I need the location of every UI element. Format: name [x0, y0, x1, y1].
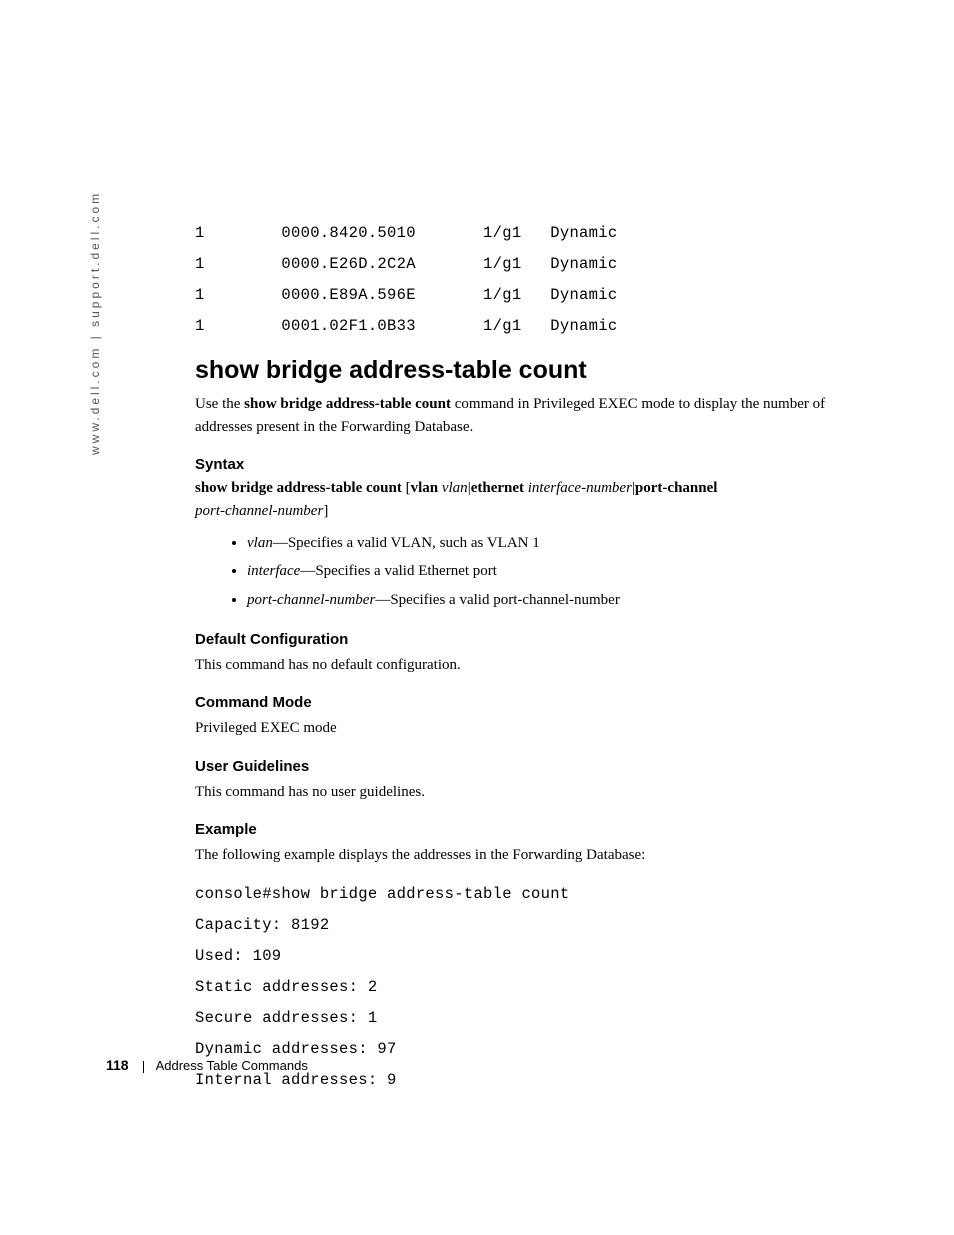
syntax-arg-pc: port-channel-number — [195, 503, 323, 519]
param-name: interface — [247, 563, 300, 579]
page-footer: 118 Address Table Commands — [106, 1057, 308, 1073]
command-mode-text: Privileged EXEC mode — [195, 717, 875, 740]
example-heading: Example — [195, 821, 875, 838]
param-desc: —Specifies a valid VLAN, such as VLAN 1 — [273, 535, 540, 551]
default-config-text: This command has no default configuratio… — [195, 654, 875, 677]
syntax-arg-iface: interface-number — [528, 480, 632, 496]
syntax-arg-vlan: vlan — [442, 480, 468, 496]
intro-bold: show bridge address-table count — [244, 396, 451, 412]
command-mode-heading: Command Mode — [195, 694, 875, 711]
user-guidelines-text: This command has no user guidelines. — [195, 781, 875, 804]
syntax-kw-eth: ethernet — [471, 480, 524, 496]
footer-chapter: Address Table Commands — [156, 1058, 308, 1073]
user-guidelines-heading: User Guidelines — [195, 758, 875, 775]
footer-divider — [143, 1061, 144, 1073]
page-number: 118 — [106, 1057, 129, 1073]
param-desc: —Specifies a valid port-channel-number — [375, 592, 620, 608]
param-item: port-channel-number—Specifies a valid po… — [247, 587, 875, 613]
default-config-heading: Default Configuration — [195, 631, 875, 648]
syntax-heading: Syntax — [195, 456, 875, 473]
syntax-cmd: show bridge address-table count — [195, 480, 402, 496]
intro-pre: Use the — [195, 396, 244, 412]
syntax-kw-pc: port-channel — [635, 480, 718, 496]
syntax-bracket-open: [ — [402, 480, 411, 496]
section-intro: Use the show bridge address-table count … — [195, 393, 875, 438]
syntax-line: show bridge address-table count [vlan vl… — [195, 477, 875, 522]
syntax-bracket-close: ] — [323, 503, 328, 519]
page-content: 1 0000.8420.5010 1/g1 Dynamic 1 0000.E26… — [195, 218, 875, 1096]
param-item: vlan—Specifies a valid VLAN, such as VLA… — [247, 530, 875, 556]
sidebar-url: www.dell.com | support.dell.com — [88, 191, 102, 455]
param-name: port-channel-number — [247, 592, 375, 608]
param-desc: —Specifies a valid Ethernet port — [300, 563, 497, 579]
param-list: vlan—Specifies a valid VLAN, such as VLA… — [223, 530, 875, 613]
address-table-output: 1 0000.8420.5010 1/g1 Dynamic 1 0000.E26… — [195, 218, 875, 342]
param-name: vlan — [247, 535, 273, 551]
example-intro: The following example displays the addre… — [195, 844, 875, 867]
section-title: show bridge address-table count — [195, 356, 875, 385]
param-item: interface—Specifies a valid Ethernet por… — [247, 558, 875, 584]
syntax-kw-vlan: vlan — [411, 480, 439, 496]
